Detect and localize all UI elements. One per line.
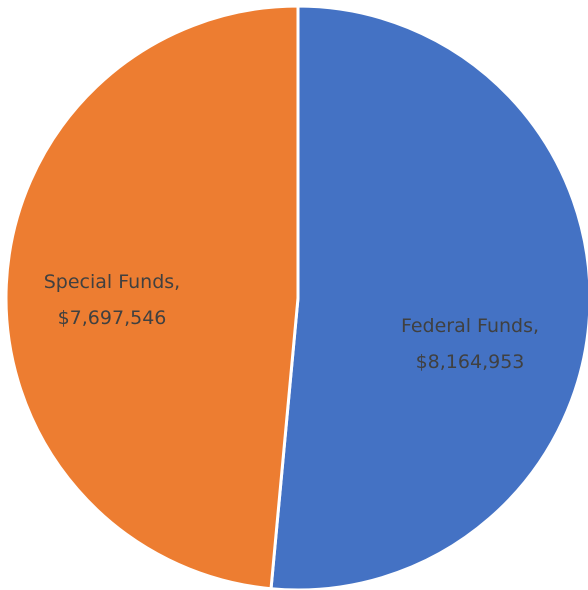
pie-slice-special-funds <box>4 4 300 590</box>
slice-label-value: $7,697,546 <box>58 307 167 329</box>
slice-label-name: Federal Funds, <box>401 315 539 337</box>
slice-label-name: Special Funds, <box>44 271 180 293</box>
pie-labels: Federal Funds, $8,164,953 Special Funds, $7… <box>44 271 539 373</box>
pie-slices <box>4 4 588 590</box>
slice-label-value: $8,164,953 <box>416 351 525 373</box>
pie-slice-federal-funds <box>269 4 588 590</box>
slice-label-federal-funds: Federal Funds, $8,164,953 <box>401 315 539 373</box>
slice-label-special-funds: Special Funds, $7,697,546 <box>44 271 180 329</box>
